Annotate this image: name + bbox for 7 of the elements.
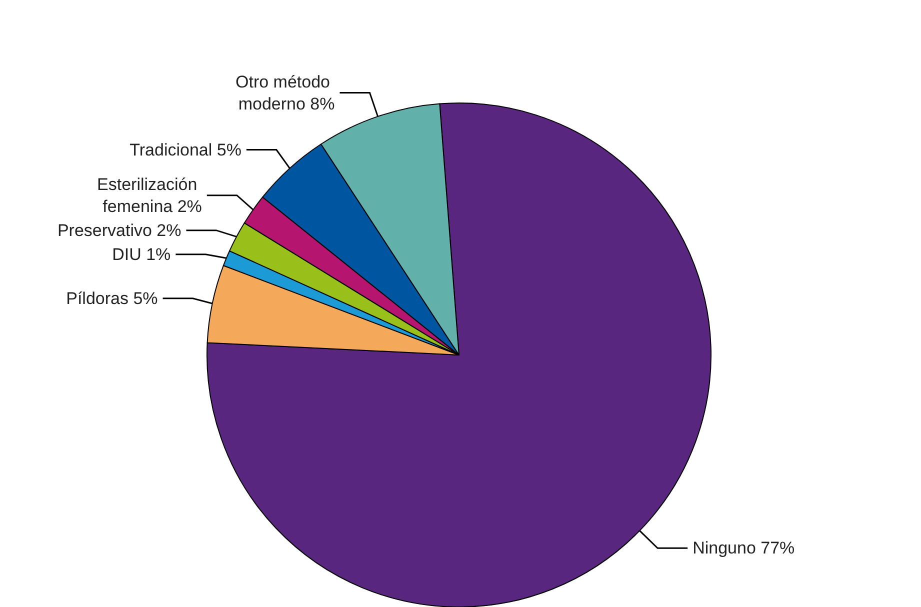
- slice-label: Otro método moderno 8%: [236, 72, 335, 114]
- slice-label: Píldoras 5%: [66, 288, 158, 308]
- slice-label: Tradicional 5%: [130, 140, 242, 160]
- slice-label: Ninguno 77%: [692, 538, 795, 558]
- slice-label: DIU 1%: [112, 244, 171, 264]
- slice-label: Esterilización femenina 2%: [97, 174, 202, 216]
- slice-label: Preservativo 2%: [57, 220, 182, 240]
